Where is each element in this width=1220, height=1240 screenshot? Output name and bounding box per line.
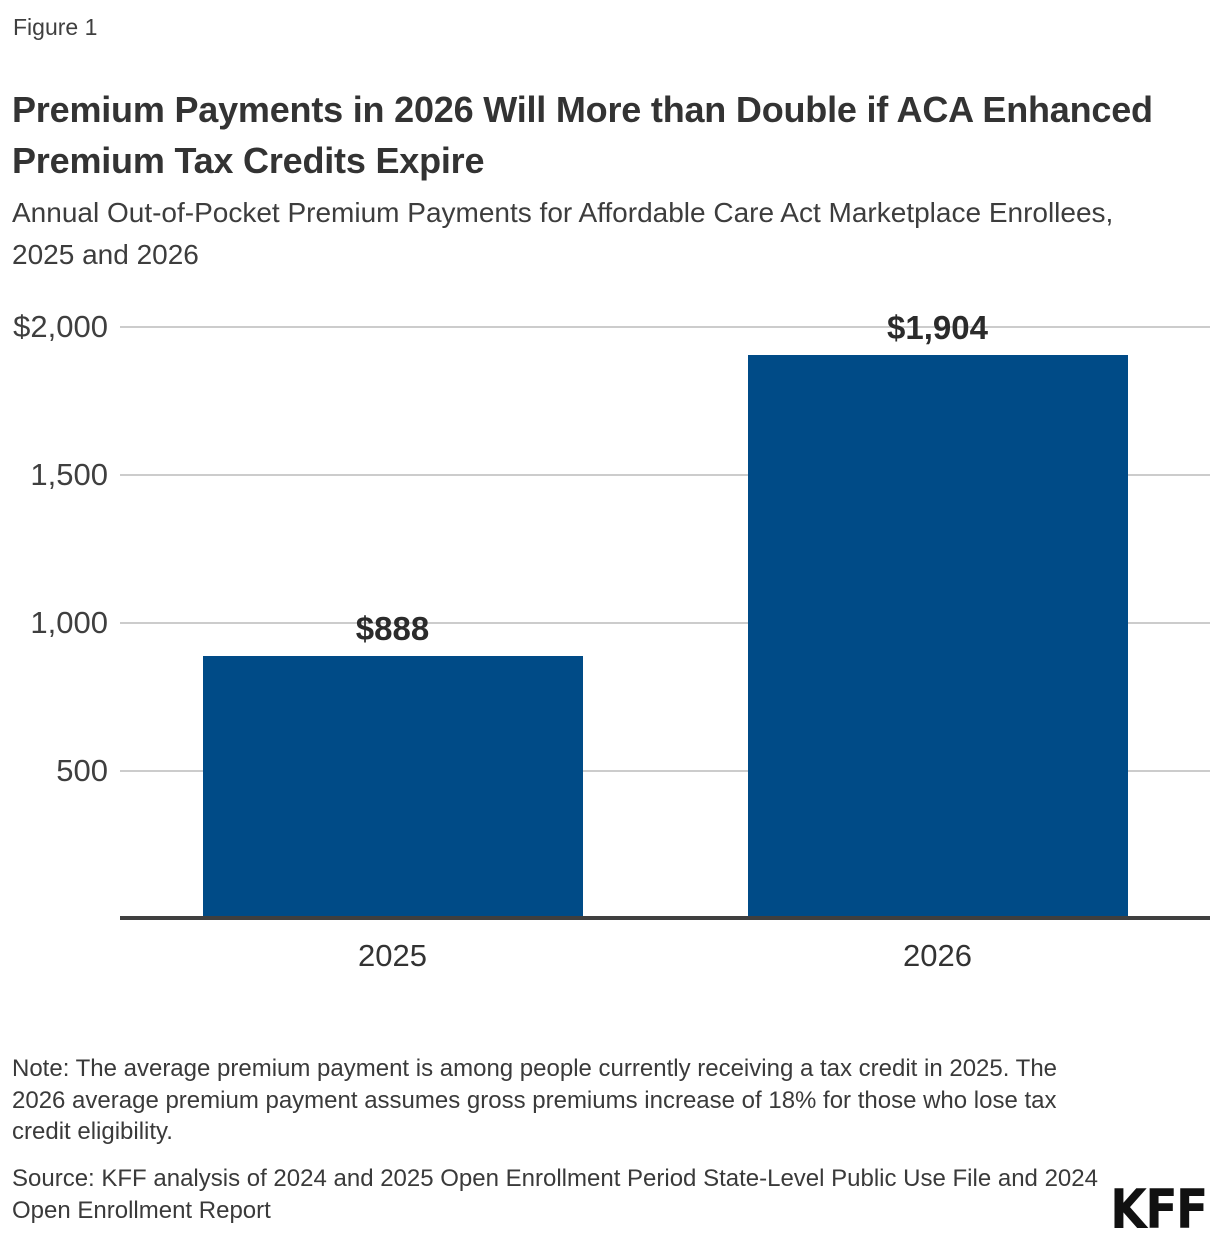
x-axis-line bbox=[120, 916, 1210, 920]
figure-number-label: Figure 1 bbox=[13, 14, 98, 40]
y-axis-tick-label: 1,500 bbox=[30, 457, 108, 492]
x-axis-label: 2026 bbox=[903, 938, 972, 973]
gridline bbox=[120, 622, 1210, 624]
gridline bbox=[120, 474, 1210, 476]
bar-2026 bbox=[747, 355, 1128, 919]
y-axis-tick-label: 500 bbox=[56, 753, 108, 788]
gridline bbox=[120, 770, 1210, 772]
x-axis-label: 2025 bbox=[358, 938, 427, 973]
note-text: Note: The average premium payment is amo… bbox=[12, 1055, 1058, 1146]
kff-logo: KFF bbox=[1110, 1178, 1209, 1240]
source-text: Source: KFF analysis of 2024 and 2025 Op… bbox=[12, 1165, 1098, 1224]
bar-value-label: $1,904 bbox=[887, 309, 988, 347]
chart-subtitle: Annual Out-of-Pocket Premium Payments fo… bbox=[12, 197, 1114, 270]
y-axis-tick-label: $2,000 bbox=[13, 309, 108, 344]
bar-value-label: $888 bbox=[355, 610, 430, 648]
chart-title: Premium Payments in 2026 Will More than … bbox=[12, 89, 1153, 182]
gridline bbox=[120, 326, 1210, 328]
y-axis-tick-label: 1,000 bbox=[30, 605, 108, 640]
bar-2025 bbox=[202, 656, 583, 919]
